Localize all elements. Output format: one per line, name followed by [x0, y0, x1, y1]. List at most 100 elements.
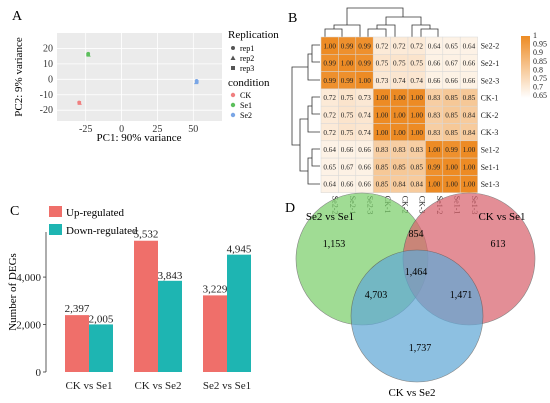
- heatmap-cell-value: 0.66: [358, 163, 371, 171]
- heatmap-cell-value: 0.85: [410, 163, 423, 171]
- bar-value-label: 3,229: [203, 283, 228, 295]
- heatmap-cell-value: 1.00: [393, 111, 406, 119]
- pca-y-tick-label: 10: [43, 59, 53, 70]
- pca-point: [195, 80, 199, 84]
- heatmap-cell-value: 1.00: [358, 77, 371, 85]
- heatmap-cell-value: 0.84: [393, 181, 406, 189]
- heatmap-scale-tick-label: 0.95: [533, 40, 547, 49]
- bar-value-label: 2,005: [89, 313, 114, 325]
- heatmap-row-labels: Se2-2 Se2-1 Se2-3 CK-1 CK-2 CK-3 Se1-2 Se1-1 Se1…: [481, 42, 500, 189]
- legend-se2-label: Se2: [240, 111, 252, 120]
- heatmap-cell-value: 1.00: [463, 163, 476, 171]
- heatmap-panel: 1.00 0.99 0.99 0.72 0.72 0.72 0.64 0.65 0.64 0.99…: [291, 7, 547, 214]
- bar-y-tick-label: 0: [36, 367, 42, 379]
- heatmap-scale-tick-label: 1: [533, 31, 537, 40]
- legend-se1-swatch: [230, 102, 236, 108]
- heatmap-cell-value: 0.83: [410, 146, 423, 154]
- heatmap-cell-value: 0.65: [323, 163, 336, 171]
- heatmap-cell-value: 0.74: [358, 129, 371, 137]
- heatmap-scale-ticks: 10.950.90.850.80.750.70.65: [533, 31, 547, 100]
- heatmap-cell-value: 0.99: [428, 163, 441, 171]
- pca-x-tick-label: 0: [119, 124, 124, 135]
- bar: [89, 324, 113, 372]
- venn-panel: Se2 vs Se1 CK vs Se1 CK vs Se2 1,153 854…: [295, 192, 536, 399]
- heatmap-cell: [459, 175, 478, 193]
- heatmap-cell-value: 1.00: [323, 42, 336, 50]
- heatmap-cell-value: 0.83: [428, 111, 441, 119]
- heatmap-cell-value: 0.75: [410, 60, 423, 68]
- heatmap-cell-value: 1.00: [376, 111, 389, 119]
- bar: [134, 240, 158, 372]
- legend-condition-title: condition: [228, 77, 270, 89]
- legend-marker-square: [231, 66, 235, 70]
- heatmap-cell-value: 0.99: [358, 42, 371, 50]
- bar-value-label: 5,532: [134, 229, 159, 241]
- pca-ticks: -25 0 25 50 -20 -10 0 10 20: [40, 43, 199, 135]
- heatmap-cell-value: 0.75: [341, 129, 354, 137]
- pca-grid: [57, 33, 222, 121]
- heatmap-row-label: Se1-3: [481, 180, 500, 189]
- pca-legend: Replication rep1 rep2 rep3 condition CK …: [228, 29, 279, 120]
- heatmap-cell-value: 1.00: [428, 146, 441, 154]
- heatmap-cell-value: 0.66: [445, 77, 458, 85]
- heatmap-row-label: Se1-1: [481, 163, 500, 172]
- heatmap-cell-value: 0.85: [445, 94, 458, 102]
- legend-se2-swatch: [230, 112, 236, 118]
- bar-y-tick-label: 2,000: [16, 320, 41, 332]
- venn-region-se2-only: 1,153: [323, 239, 346, 250]
- legend-replication-title: Replication: [228, 29, 279, 41]
- bar-value-label: 3,843: [158, 270, 183, 282]
- heatmap-cell-value: 0.83: [376, 146, 389, 154]
- heatmap-cell-value: 0.83: [428, 94, 441, 102]
- heatmap-cell-value: 0.67: [341, 163, 354, 171]
- heatmap-cell-value: 0.99: [341, 77, 354, 85]
- venn-region-ck-se1-only: 613: [491, 239, 506, 250]
- heatmap-cell-value: 0.66: [428, 60, 441, 68]
- heatmap-cell-value: 1.00: [463, 146, 476, 154]
- heatmap-cell-value: 1.00: [376, 94, 389, 102]
- heatmap-cell-value: 0.75: [341, 94, 354, 102]
- legend-marker-triangle: [230, 55, 236, 60]
- heatmap-cell-value: 0.72: [323, 94, 336, 102]
- heatmap-col-label: CK-3: [418, 196, 427, 214]
- legend-marker-circle: [231, 46, 235, 50]
- heatmap-cell-value: 0.83: [393, 146, 406, 154]
- heatmap-top-dendrogram: [324, 7, 439, 37]
- heatmap-cell-value: 0.99: [323, 60, 336, 68]
- heatmap-row-label: CK-2: [481, 111, 499, 120]
- heatmap-cell-value: 1.00: [376, 129, 389, 137]
- pca-panel: -25 0 25 50 -20 -10 0 10 20 PC1: 90% variance PC…: [13, 29, 279, 144]
- bar-bars: 2,397 5,532 3,229 2,005 3,843 4,945: [65, 229, 252, 372]
- pca-x-tick-label: -25: [79, 124, 92, 135]
- bar-value-label: 2,397: [65, 303, 90, 315]
- legend-rep2-label: rep2: [240, 54, 254, 63]
- heatmap-cell-value: 0.72: [410, 42, 423, 50]
- heatmap-cell-value: 0.66: [341, 146, 354, 154]
- heatmap-cell-value: 0.75: [376, 60, 389, 68]
- heatmap-cell-value: 0.72: [393, 42, 406, 50]
- heatmap-row-label: CK-1: [481, 94, 499, 103]
- heatmap-cell-value: 0.75: [341, 111, 354, 119]
- heatmap-cells: 1.00 0.99 0.99 0.72 0.72 0.72 0.64 0.65 0.64 0.99…: [320, 36, 478, 193]
- legend-se1-label: Se1: [240, 101, 252, 110]
- heatmap-cell-value: 1.00: [393, 129, 406, 137]
- heatmap-cell-value: 0.84: [410, 181, 423, 189]
- heatmap-col-label: CK-2: [400, 196, 409, 214]
- heatmap-cell-value: 1.00: [445, 181, 458, 189]
- legend-ck-swatch: [230, 92, 236, 98]
- heatmap-cell-value: 0.72: [376, 42, 389, 50]
- heatmap-cell-value: 0.72: [323, 111, 336, 119]
- venn-region-all-three: 1,464: [405, 267, 428, 278]
- pca-x-tick-label: 25: [152, 124, 162, 135]
- heatmap-row-label: CK-3: [481, 128, 499, 137]
- bar-value-label: 4,945: [227, 244, 252, 256]
- heatmap-scale-tick-label: 0.7: [533, 83, 543, 92]
- heatmap-cell-value: 1.00: [445, 163, 458, 171]
- heatmap-cell-value: 0.66: [358, 181, 371, 189]
- bar-x-labels: CK vs Se1 CK vs Se2 Se2 vs Se1: [65, 380, 251, 392]
- bar-y-ticks: 0 2,000 4,000: [16, 272, 46, 379]
- heatmap-row-label: Se2-3: [481, 76, 500, 85]
- bar: [158, 280, 182, 372]
- venn-region-ck-se2-only: 1,737: [409, 343, 432, 354]
- pca-x-axis-label: PC1: 90% variance: [97, 132, 182, 144]
